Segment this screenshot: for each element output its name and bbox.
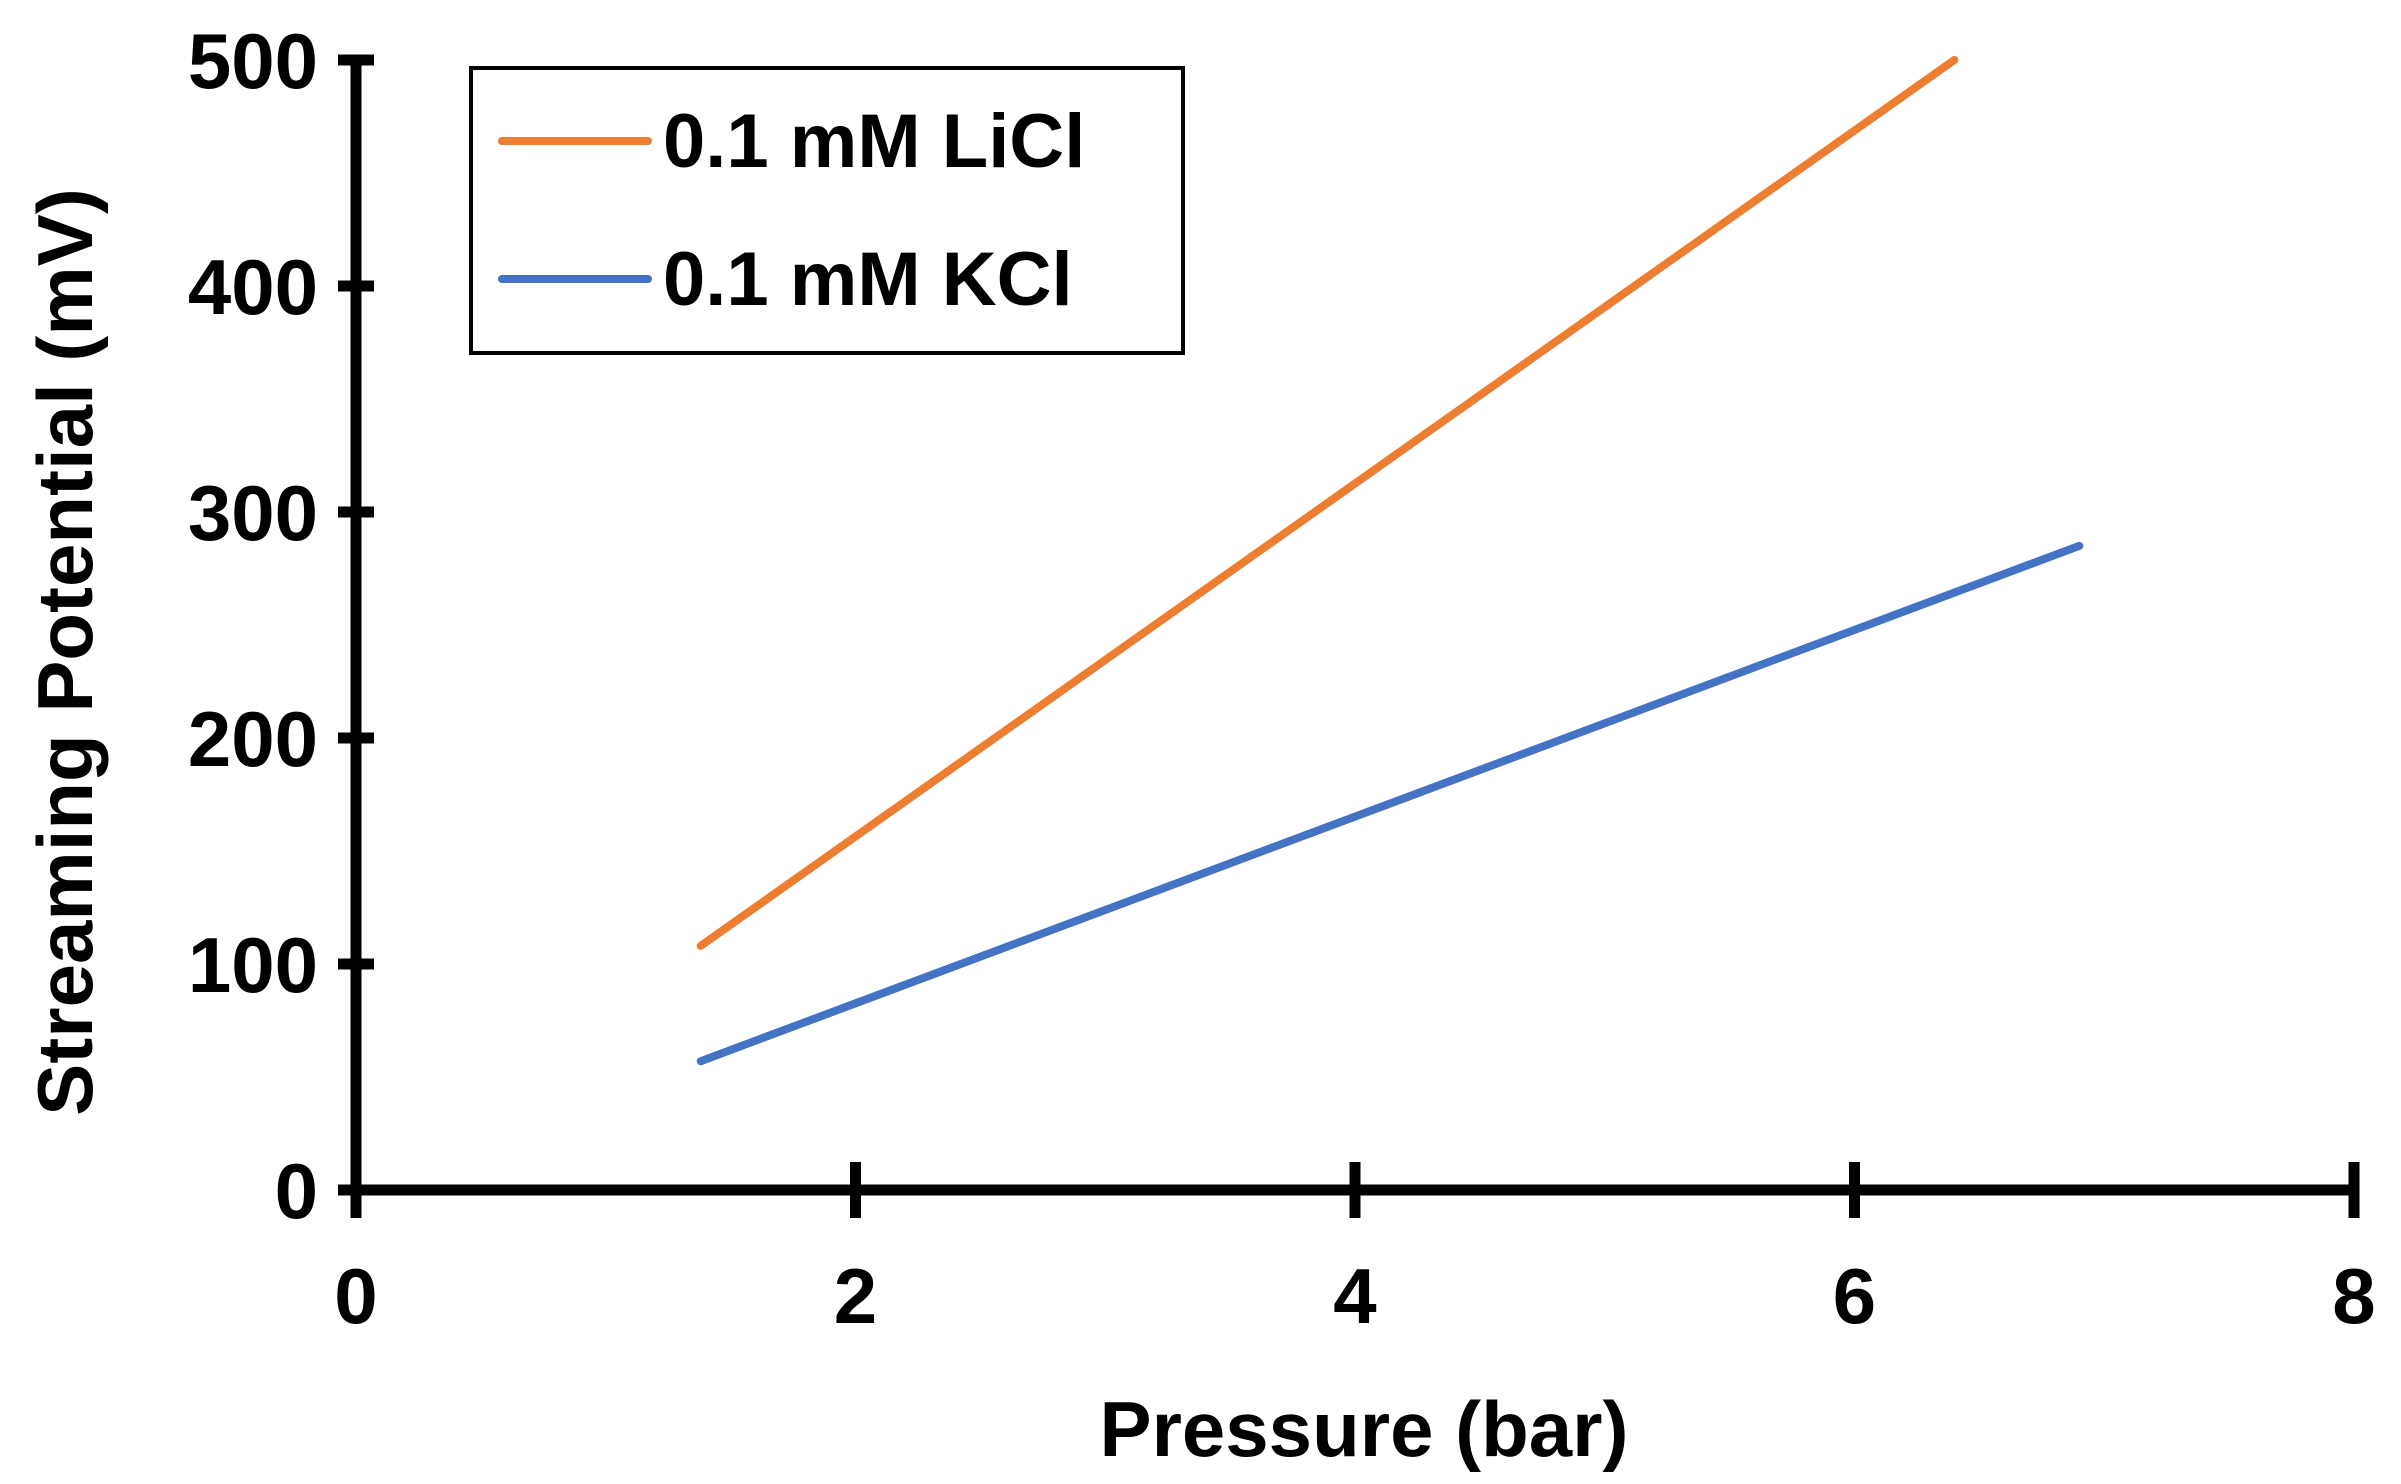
legend-box — [469, 66, 1185, 355]
series-line-1 — [696, 541, 2084, 1066]
tick-label-layer: 0 100 200 300 400 500 0 2 4 6 8 — [188, 17, 2376, 1340]
legend-label-licl: 0.1 mM LiCl — [663, 99, 1085, 184]
y-tick-label: 300 — [188, 469, 318, 557]
legend-label-kcl: 0.1 mM KCl — [663, 237, 1073, 322]
axes-layer — [338, 54, 2360, 1218]
x-tick-label: 8 — [2332, 1252, 2375, 1340]
x-tick-label: 0 — [334, 1252, 377, 1340]
x-tick-label: 4 — [1333, 1252, 1376, 1340]
y-tick-label: 200 — [188, 695, 318, 783]
x-tick-label: 6 — [1833, 1252, 1876, 1340]
legend: 0.1 mM LiCl 0.1 mM KCl — [469, 66, 1185, 355]
x-tick-label: 2 — [834, 1252, 877, 1340]
y-tick-label: 400 — [188, 243, 318, 331]
series-line-0 — [696, 56, 1959, 950]
series-layer — [696, 56, 2084, 1066]
y-tick-label: 0 — [275, 1147, 318, 1235]
y-axis-title: Streaming Potential (mV) — [21, 188, 109, 1115]
y-tick-label: 100 — [188, 921, 318, 1009]
y-tick-label: 500 — [188, 17, 318, 105]
x-axis-title: Pressure (bar) — [1100, 1385, 1629, 1473]
